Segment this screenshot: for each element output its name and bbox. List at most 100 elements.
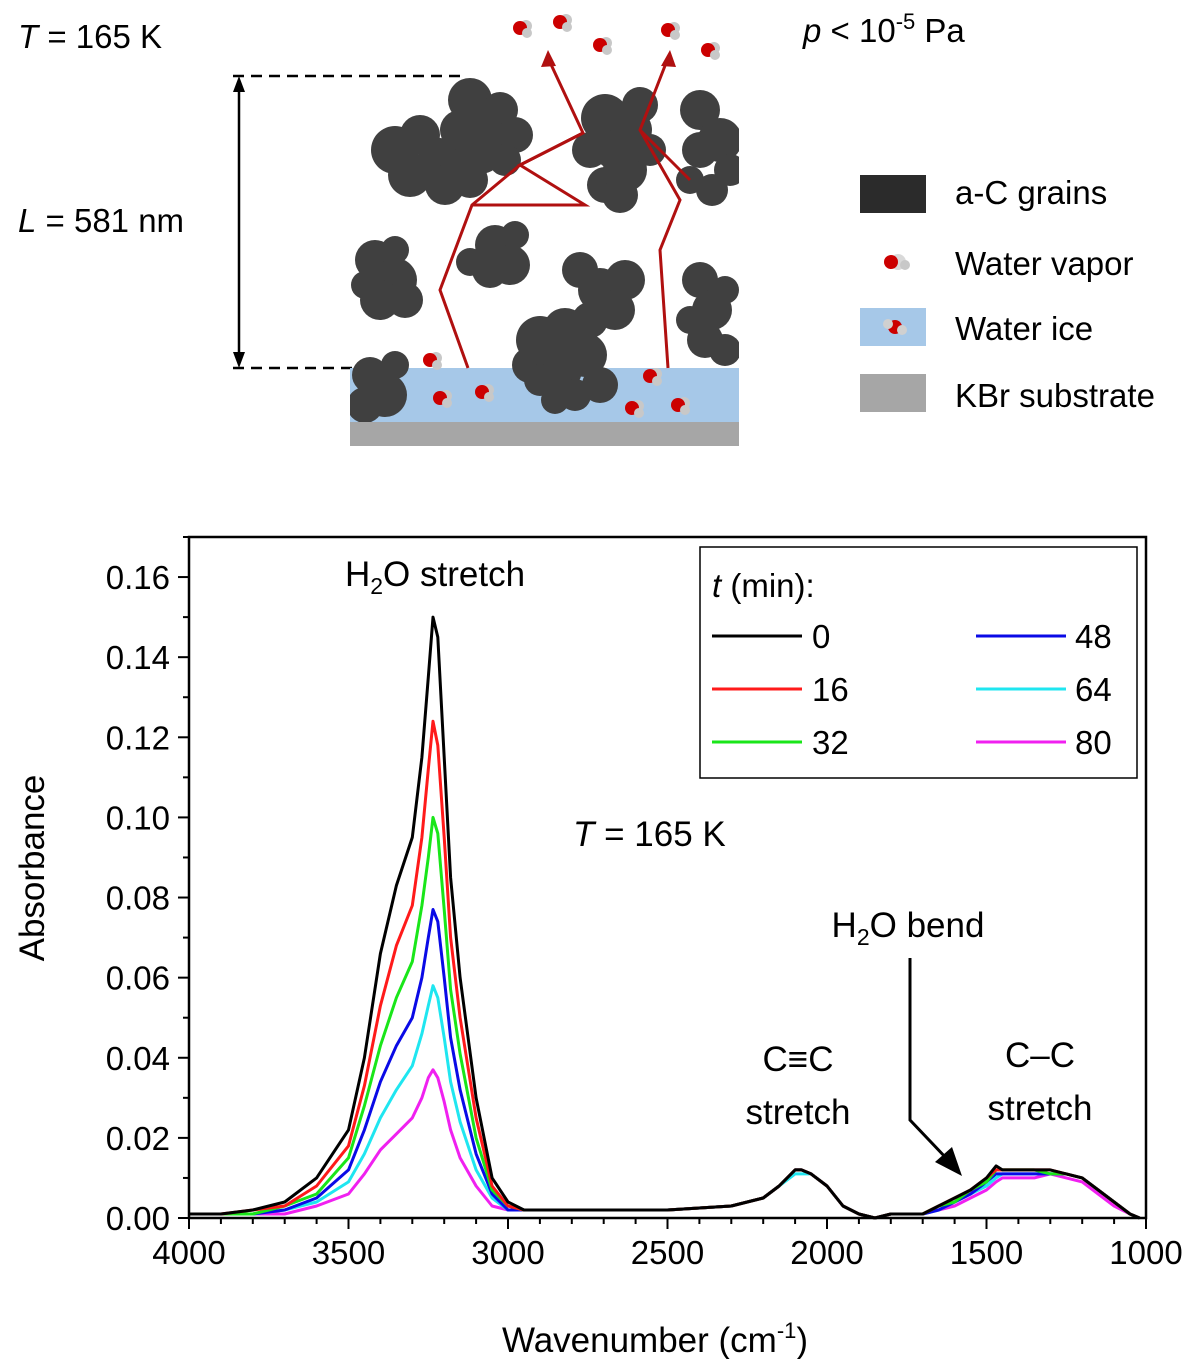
grain-cluster — [371, 78, 533, 205]
y-axis-title: Absorbance — [13, 775, 52, 962]
grain — [676, 306, 704, 334]
diffusion-paths — [438, 57, 692, 369]
legend-label-grains: a-C grains — [955, 174, 1107, 211]
grain — [622, 87, 658, 123]
grain — [582, 367, 618, 403]
water-molecule — [593, 37, 612, 55]
legend-label-0: 0 — [812, 618, 830, 655]
legend-entries: 0 16 32 48 64 80 — [712, 618, 1112, 761]
legend-label-32: 32 — [812, 724, 849, 761]
legend-label-substrate: KBr substrate — [955, 377, 1155, 414]
annotation-cc-triple-line1: C≡C — [763, 1040, 834, 1079]
y-tick-label: 0.10 — [106, 799, 170, 836]
annotation-temperature: T = 165 K — [573, 815, 726, 854]
grain-cluster — [512, 252, 645, 411]
legend-label-80: 80 — [1075, 724, 1112, 761]
grain — [387, 282, 423, 318]
grain-cluster — [524, 364, 569, 414]
grain-cluster — [572, 87, 666, 213]
water-molecule — [433, 390, 452, 408]
legend-label-48: 48 — [1075, 618, 1112, 655]
grain — [381, 351, 409, 379]
path-arrow-head-2 — [661, 50, 676, 67]
y-tick-label: 0.16 — [106, 559, 170, 596]
y-tick-label: 0.12 — [106, 719, 170, 756]
diagram-pressure-label: p < 10-5 Pa — [802, 9, 965, 49]
grain — [351, 271, 379, 299]
water-molecule — [475, 384, 494, 402]
water-molecule — [423, 352, 442, 370]
legend-swatch-grains — [860, 175, 926, 213]
grain — [602, 177, 638, 213]
legend-swatch-substrate — [860, 374, 926, 412]
legend-box — [699, 546, 1138, 779]
thickness-arrow-head-bottom — [233, 352, 245, 368]
grain-cluster — [351, 236, 423, 320]
legend-label-vapor: Water vapor — [955, 245, 1134, 282]
y-tick-label: 0.04 — [106, 1040, 170, 1077]
grain — [456, 248, 484, 276]
annotation-h2o-stretch: H2O stretch — [345, 555, 525, 599]
grain — [572, 132, 608, 168]
series-line-16 — [189, 719, 1141, 1220]
grain — [489, 144, 521, 176]
grain — [696, 174, 728, 206]
absorbance-chart: 4000 3500 3000 2500 2000 1500 1000 0.00 0.02 0.04… — [13, 535, 1183, 1359]
grain — [388, 153, 432, 197]
grain — [452, 162, 488, 198]
grain — [350, 387, 383, 422]
grain — [541, 386, 569, 414]
water-molecule — [701, 42, 720, 60]
diffusion-path-2 — [472, 131, 591, 207]
water-molecule — [513, 20, 532, 38]
diffusion-path-1 — [438, 57, 585, 369]
grain — [682, 132, 718, 168]
a-c-grains — [350, 78, 739, 422]
grain — [572, 302, 608, 338]
x-tick-label: 1500 — [950, 1234, 1023, 1271]
thickness-arrow-head-top — [233, 76, 245, 92]
annotation-cc-single-line1: C–C — [1005, 1036, 1075, 1075]
tick-labels: 4000 3500 3000 2500 2000 1500 1000 0.00 0.02 0.04… — [106, 559, 1183, 1271]
grain-cluster — [676, 262, 739, 366]
annotation-cc-triple-line2: stretch — [745, 1093, 850, 1132]
y-tick-label: 0.02 — [106, 1120, 170, 1157]
schematic-diagram: T = 165 K p < 10-5 Pa L = 581 nm a-C gra… — [18, 9, 1155, 446]
grain — [381, 236, 409, 264]
legend-title: t (min): — [712, 567, 815, 604]
y-tick-label: 0.06 — [106, 960, 170, 997]
legend-swatch-vapor — [884, 254, 910, 270]
x-tick-label: 3000 — [471, 1234, 544, 1271]
x-axis-title: Wavenumber (cm-1) — [502, 1318, 808, 1359]
diagram-thickness-label: L = 581 nm — [18, 202, 184, 239]
water-molecules — [423, 14, 720, 418]
chart-legend: t (min): 0 16 32 48 64 80 — [699, 546, 1138, 779]
x-tick-label: 3500 — [312, 1234, 385, 1271]
water-molecule — [625, 400, 644, 418]
y-tick-label: 0.00 — [106, 1200, 170, 1237]
grain — [682, 262, 718, 298]
diffusion-path-4 — [638, 128, 692, 182]
grain — [709, 334, 739, 366]
grain — [711, 276, 739, 304]
series-line-0 — [189, 615, 1141, 1220]
grain-cluster — [676, 90, 739, 206]
grain — [680, 90, 720, 130]
h2o-bend-arrow — [908, 958, 950, 1162]
diagram-temperature-label: T = 165 K — [18, 18, 162, 55]
x-tick-label: 2500 — [631, 1234, 704, 1271]
water-molecule — [661, 22, 680, 40]
water-molecule — [643, 368, 662, 386]
y-tick-label: 0.08 — [106, 880, 170, 917]
legend-label-64: 64 — [1075, 671, 1112, 708]
grain-cluster — [350, 351, 409, 422]
legend-label-ice: Water ice — [955, 310, 1093, 347]
annotation-h2o-bend: H2O bend — [832, 906, 985, 950]
water-molecule — [671, 397, 690, 415]
grain-cluster — [456, 221, 530, 288]
grain — [501, 221, 529, 249]
x-tick-label: 4000 — [152, 1234, 225, 1271]
legend-swatch-ice-molecule — [883, 319, 907, 335]
diffusion-path-3 — [638, 57, 682, 369]
